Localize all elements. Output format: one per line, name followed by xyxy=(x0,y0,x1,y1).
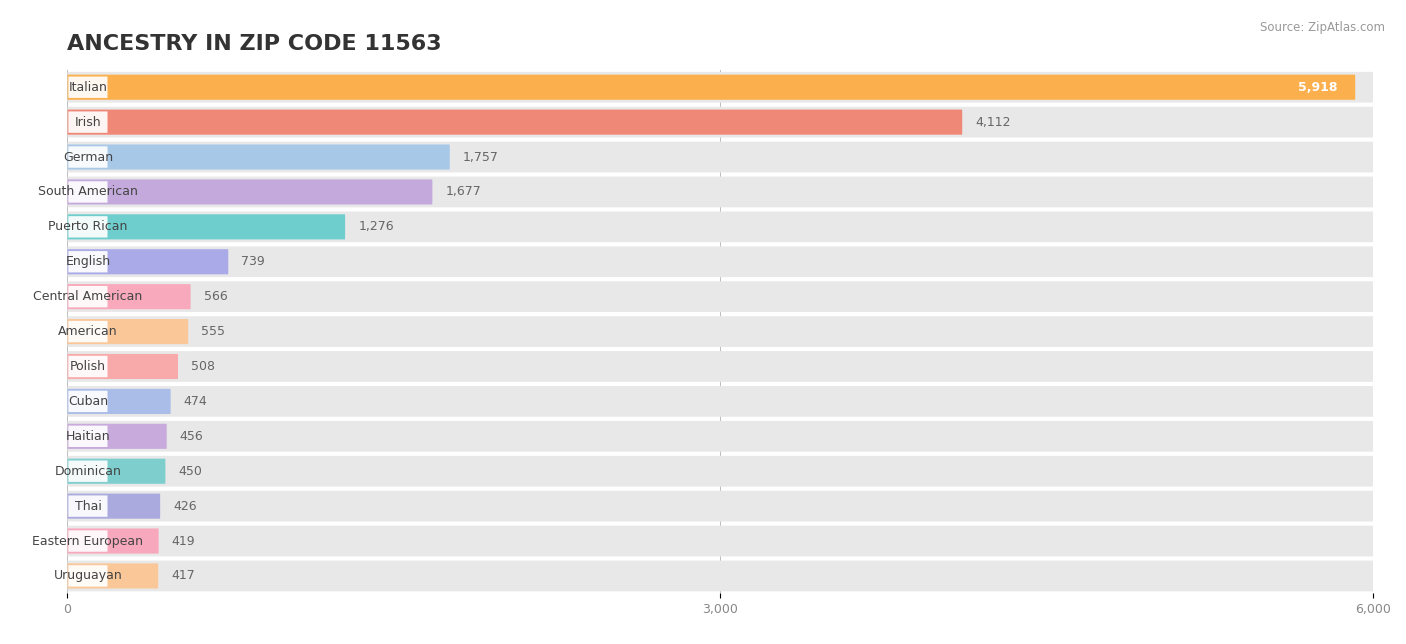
FancyBboxPatch shape xyxy=(69,565,107,587)
Text: 1,677: 1,677 xyxy=(446,185,481,198)
FancyBboxPatch shape xyxy=(67,144,450,169)
FancyBboxPatch shape xyxy=(67,284,191,309)
Text: 508: 508 xyxy=(191,360,215,373)
Text: 474: 474 xyxy=(184,395,208,408)
FancyBboxPatch shape xyxy=(67,424,167,449)
FancyBboxPatch shape xyxy=(67,109,962,135)
FancyBboxPatch shape xyxy=(67,421,1374,451)
FancyBboxPatch shape xyxy=(67,249,228,274)
FancyBboxPatch shape xyxy=(69,391,107,412)
Text: Uruguayan: Uruguayan xyxy=(53,569,122,582)
Text: Central American: Central American xyxy=(34,290,142,303)
FancyBboxPatch shape xyxy=(67,180,433,205)
FancyBboxPatch shape xyxy=(69,111,107,133)
Text: American: American xyxy=(58,325,118,338)
Text: Dominican: Dominican xyxy=(55,465,121,478)
Text: Haitian: Haitian xyxy=(66,430,110,443)
FancyBboxPatch shape xyxy=(69,531,107,552)
FancyBboxPatch shape xyxy=(67,247,1374,277)
Text: Eastern European: Eastern European xyxy=(32,535,143,547)
Text: 739: 739 xyxy=(242,255,266,269)
FancyBboxPatch shape xyxy=(67,351,1374,382)
Text: Cuban: Cuban xyxy=(67,395,108,408)
Text: 5,918: 5,918 xyxy=(1298,80,1339,94)
FancyBboxPatch shape xyxy=(67,526,1374,556)
Text: 1,276: 1,276 xyxy=(359,220,394,233)
FancyBboxPatch shape xyxy=(69,286,107,307)
FancyBboxPatch shape xyxy=(69,495,107,516)
FancyBboxPatch shape xyxy=(69,355,107,377)
Text: ANCESTRY IN ZIP CODE 11563: ANCESTRY IN ZIP CODE 11563 xyxy=(67,34,441,54)
Text: Italian: Italian xyxy=(69,80,107,94)
Text: Thai: Thai xyxy=(75,500,101,513)
Text: 417: 417 xyxy=(172,569,195,582)
FancyBboxPatch shape xyxy=(67,72,1374,102)
FancyBboxPatch shape xyxy=(67,319,188,344)
FancyBboxPatch shape xyxy=(67,316,1374,347)
FancyBboxPatch shape xyxy=(67,281,1374,312)
FancyBboxPatch shape xyxy=(67,176,1374,207)
FancyBboxPatch shape xyxy=(69,321,107,342)
Text: 566: 566 xyxy=(204,290,228,303)
Text: 4,112: 4,112 xyxy=(976,116,1011,129)
FancyBboxPatch shape xyxy=(67,459,166,484)
Text: 555: 555 xyxy=(201,325,225,338)
FancyBboxPatch shape xyxy=(67,529,159,554)
FancyBboxPatch shape xyxy=(67,354,179,379)
FancyBboxPatch shape xyxy=(69,426,107,447)
FancyBboxPatch shape xyxy=(67,211,1374,242)
FancyBboxPatch shape xyxy=(69,181,107,203)
FancyBboxPatch shape xyxy=(67,389,170,414)
FancyBboxPatch shape xyxy=(67,386,1374,417)
Text: South American: South American xyxy=(38,185,138,198)
Text: English: English xyxy=(66,255,111,269)
Text: Source: ZipAtlas.com: Source: ZipAtlas.com xyxy=(1260,21,1385,33)
FancyBboxPatch shape xyxy=(69,216,107,238)
FancyBboxPatch shape xyxy=(69,146,107,167)
FancyBboxPatch shape xyxy=(69,460,107,482)
Text: 450: 450 xyxy=(179,465,202,478)
Text: 456: 456 xyxy=(180,430,204,443)
FancyBboxPatch shape xyxy=(67,456,1374,487)
FancyBboxPatch shape xyxy=(67,493,160,518)
Text: 419: 419 xyxy=(172,535,195,547)
FancyBboxPatch shape xyxy=(69,77,107,98)
FancyBboxPatch shape xyxy=(69,251,107,272)
FancyBboxPatch shape xyxy=(67,75,1355,100)
Text: Polish: Polish xyxy=(70,360,105,373)
FancyBboxPatch shape xyxy=(67,214,344,240)
Text: 1,757: 1,757 xyxy=(463,151,499,164)
FancyBboxPatch shape xyxy=(67,564,159,589)
Text: Irish: Irish xyxy=(75,116,101,129)
Text: 426: 426 xyxy=(173,500,197,513)
FancyBboxPatch shape xyxy=(67,560,1374,591)
FancyBboxPatch shape xyxy=(67,491,1374,522)
Text: German: German xyxy=(63,151,112,164)
FancyBboxPatch shape xyxy=(67,107,1374,137)
FancyBboxPatch shape xyxy=(67,142,1374,173)
Text: Puerto Rican: Puerto Rican xyxy=(48,220,128,233)
